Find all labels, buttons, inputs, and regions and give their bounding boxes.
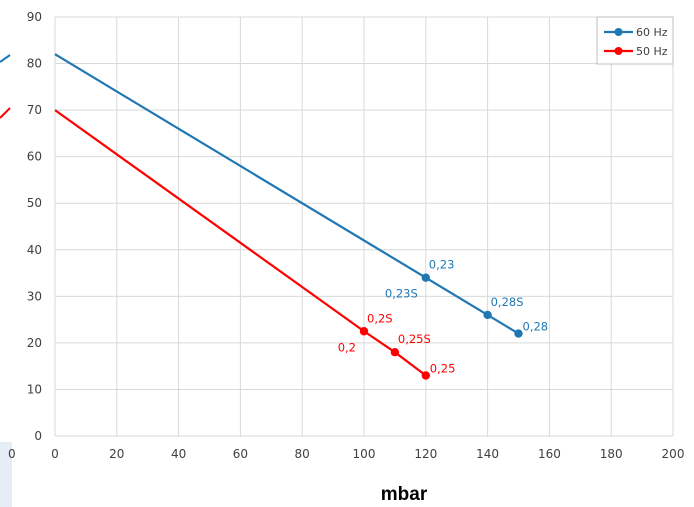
series-layer [54,53,523,380]
data-label: 0,28 [523,320,549,334]
data-label: 0,28S [491,295,524,309]
x-tick-label: 160 [538,447,561,461]
x-tick-label: 60 [233,447,248,461]
y-tick-label: 90 [27,10,42,24]
x-tick-label: 20 [109,447,124,461]
series-line [54,109,427,377]
adjacent-blue-line [0,54,11,63]
data-label: 0,23 [429,258,455,272]
data-label: 0,2 [338,340,356,354]
data-label: 0,2S [367,311,393,325]
y-tick-label: 30 [27,289,42,303]
x-tick-label: 0 [51,447,59,461]
x-axis-title: mbar [381,484,428,505]
x-tick-label: 180 [600,447,623,461]
x-tick-label: 100 [353,447,376,461]
data-point [421,371,430,380]
y-tick-label: 80 [27,57,42,71]
grid [54,16,674,437]
x-tick-label: 140 [476,447,499,461]
y-tick-label: 70 [27,103,42,117]
data-point [483,310,492,320]
y-tick-label: 60 [27,150,42,164]
data-label: 0,23S [385,287,418,301]
y-tick-label: 20 [27,336,42,350]
legend-frame [596,16,674,65]
axes: 0 20 40 60 80 100 120 140 160 180 200 0 10 20 30 40 50 60… [27,10,685,461]
y-tick-label: 40 [27,243,42,257]
adjacent-x-tick: 0 [8,447,16,461]
legend-label: 50 Hz [636,45,668,58]
x-tick-label: 80 [295,447,310,461]
legend-label: 60 Hz [636,26,668,39]
x-tick-label: 40 [171,447,186,461]
x-tick-label: 120 [414,447,437,461]
legend-marker [614,28,623,36]
data-point [421,273,430,282]
adjacent-chart-band [0,442,12,507]
adjacent-red-line [0,107,11,119]
y-tick-label: 0 [34,429,42,443]
adjacent-chart-fragment: 0 [0,54,16,461]
data-point [390,348,400,357]
y-tick-label: 10 [27,382,42,396]
data-label: 0,25S [398,332,431,346]
adjacent-chart-strip [0,0,12,507]
legend-marker [614,47,623,55]
legend: 60 Hz 50 Hz [596,16,674,65]
data-point [359,327,369,336]
series-line [54,53,520,335]
data-labels: 0,23 0,23S 0,28S 0,28 0,2S 0,2 0,25S 0,25 [338,258,548,376]
y-tick-label: 50 [27,196,42,210]
data-point [514,329,523,338]
data-label: 0,25 [430,361,456,375]
x-tick-label: 200 [662,447,685,461]
